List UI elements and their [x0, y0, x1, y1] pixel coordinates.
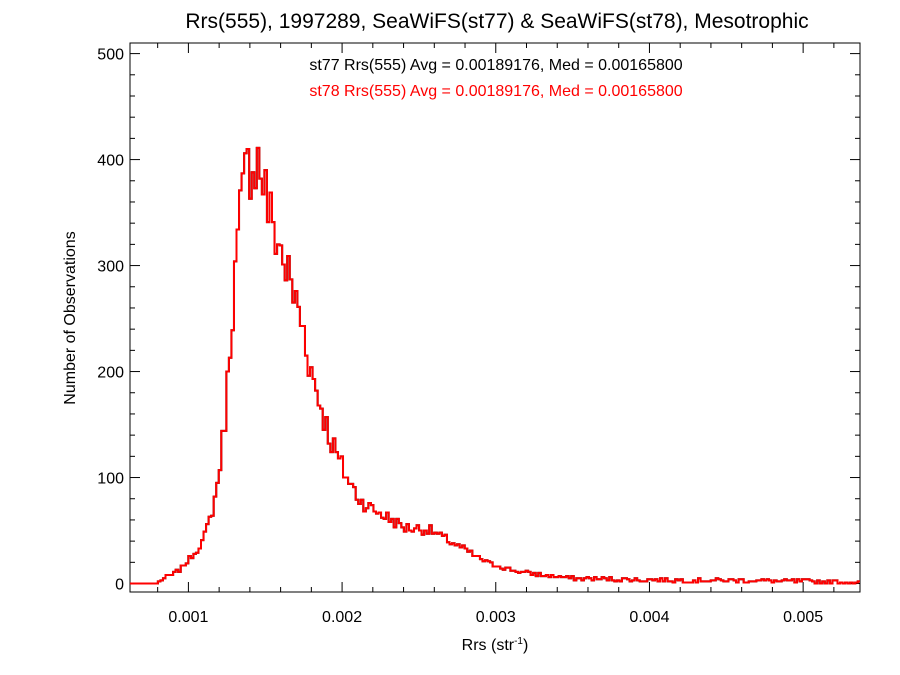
series-st78-histogram: [130, 146, 860, 585]
x-tick-label: 0.001: [168, 609, 208, 626]
x-axis-label-superscript: -1: [514, 636, 523, 647]
y-axis-label: Number of Observations: [62, 231, 79, 404]
legend-entry-st77: st77 Rrs(555) Avg = 0.00189176, Med = 0.…: [309, 57, 682, 74]
x-tick-label: 0.002: [322, 609, 362, 626]
chart-title: Rrs(555), 1997289, SeaWiFS(st77) & SeaWi…: [185, 10, 808, 33]
y-tick-label: 500: [97, 47, 124, 64]
plot-frame: [129, 42, 861, 593]
y-tick-label: 0: [115, 577, 124, 594]
x-axis-label-main: Rrs (str: [462, 637, 515, 654]
x-tick-label: 0.003: [476, 609, 516, 626]
y-tick-label: 100: [97, 471, 124, 488]
legend-entry-st78: st78 Rrs(555) Avg = 0.00189176, Med = 0.…: [309, 83, 682, 100]
y-tick-label: 200: [97, 365, 124, 382]
x-axis-label: Rrs (str-1): [462, 636, 529, 654]
ticks-group: 0 100 200 300 400 500 0.001 0.002 0.003 0.004 0.00…: [97, 43, 860, 626]
axes-group: [129, 42, 861, 593]
x-tick-label: 0.005: [783, 609, 823, 626]
x-axis-label-close: ): [523, 637, 528, 654]
x-tick-label: 0.004: [629, 609, 669, 626]
histogram-series-group: [130, 146, 860, 585]
y-tick-label: 400: [97, 153, 124, 170]
y-tick-label: 300: [97, 259, 124, 276]
